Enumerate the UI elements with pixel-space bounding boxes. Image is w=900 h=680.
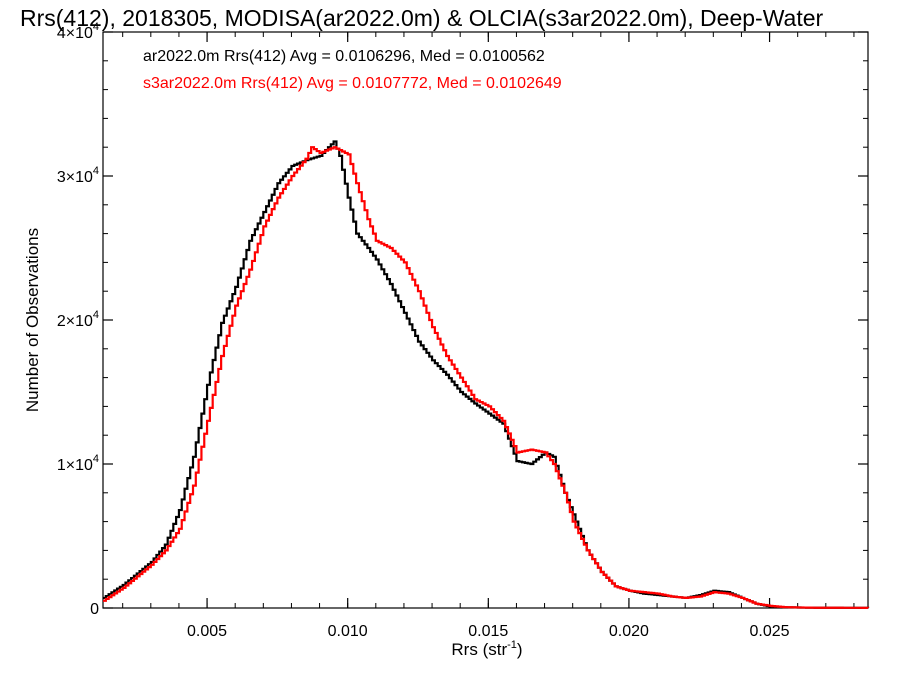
y-tick-label-exponent: 4 [93,453,99,465]
plot-area: 0.005 0.010 0.015 0.020 0.02501×1042×1043×10… [57,21,870,640]
x-axis-label-text: Rrs (str [451,640,507,659]
legend-entry: ar2022.0m Rrs(412) Avg = 0.0106296, Med … [143,48,545,65]
y-tick-label: 4×104 [57,21,99,42]
plot-frame [102,31,869,609]
x-tick-label: 0.005 [187,623,227,640]
legend-entry: s3ar2022.0m Rrs(412) Avg = 0.0107772, Me… [143,75,562,92]
y-tick-label-exponent: 4 [93,309,99,321]
y-tick-label-exponent: 4 [93,165,99,177]
chart-title: Rrs(412), 2018305, MODISA(ar2022.0m) & O… [20,5,824,31]
y-tick-label-base: 4×10 [57,25,93,42]
x-axis-label-close: ) [517,640,523,659]
y-tick-label-exponent: 4 [93,21,99,33]
x-tick-label: 0.015 [468,623,508,640]
x-tick-label: 0.010 [328,623,368,640]
y-tick-label-base: 2×10 [57,313,93,330]
x-axis-label: Rrs (str-1) [451,639,522,659]
x-axis-label-exponent: -1 [507,639,517,651]
y-tick-label: 1×104 [57,453,99,474]
series-line-olcia [103,146,870,609]
y-axis-label: Number of Observations [23,228,42,412]
y-tick-label: 2×104 [57,309,99,330]
x-tick-label: 0.025 [750,623,790,640]
y-tick-label-base: 1×10 [57,457,93,474]
y-tick-label-base: 0 [90,601,99,618]
y-tick-label-base: 3×10 [57,169,93,186]
x-tick-label: 0.020 [609,623,649,640]
y-tick-label: 0 [90,601,99,618]
y-tick-label: 3×104 [57,165,99,186]
